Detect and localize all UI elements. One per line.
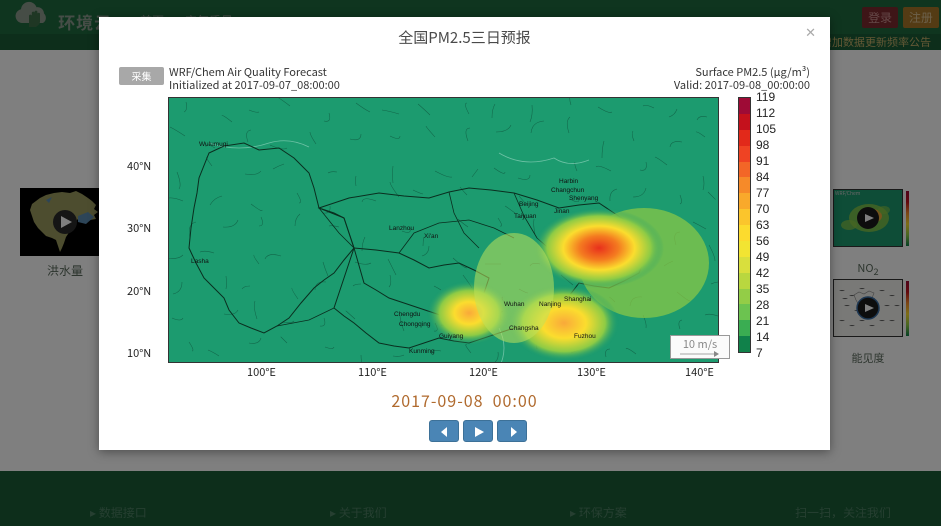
svg-text:Shanghai: Shanghai	[564, 296, 591, 303]
svg-text:Changsha: Changsha	[509, 325, 539, 332]
svg-text:Wuhan: Wuhan	[504, 301, 525, 308]
svg-text:Guiyang: Guiyang	[439, 333, 464, 340]
svg-text:Kunming: Kunming	[409, 348, 435, 355]
svg-text:Chengdu: Chengdu	[394, 311, 421, 318]
svg-text:Taiyuan: Taiyuan	[514, 213, 537, 220]
svg-text:Shenyang: Shenyang	[569, 195, 599, 202]
svg-text:Fuzhou: Fuzhou	[574, 333, 596, 340]
svg-text:Beijing: Beijing	[519, 201, 539, 208]
svg-text:Wulumuqi: Wulumuqi	[199, 141, 228, 148]
svg-text:Chongqing: Chongqing	[399, 321, 431, 328]
svg-text:Lanzhou: Lanzhou	[389, 225, 414, 232]
svg-text:Xi'an: Xi'an	[424, 233, 439, 240]
svg-text:Changchun: Changchun	[551, 187, 585, 194]
svg-text:Jinan: Jinan	[554, 208, 570, 215]
svg-text:Nanjing: Nanjing	[539, 301, 561, 308]
svg-text:Harbin: Harbin	[559, 178, 579, 185]
svg-text:Lasha: Lasha	[191, 258, 209, 265]
